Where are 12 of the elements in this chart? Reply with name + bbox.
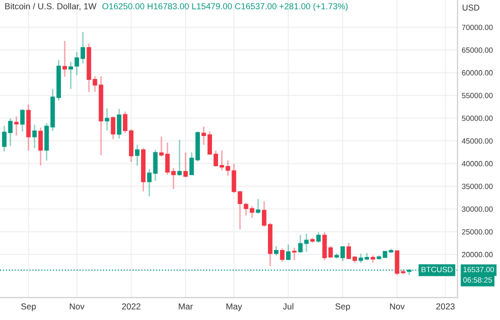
x-tick-label: Sep	[21, 303, 36, 312]
x-tick-label: Mar	[178, 303, 193, 310]
x-tick-label: Nov	[390, 303, 405, 310]
x-tick-label: 2023	[436, 303, 455, 310]
y-axis-title: USD	[462, 4, 480, 11]
x-tick-label: Sep	[335, 303, 350, 312]
chart-subtitle: O16250.00 H16783.00 L15479.00 C16537.00 +281.00 (+1.73%)	[102, 2, 348, 11]
x-tick-label: May	[226, 303, 242, 312]
x-tick-label: 2022	[122, 303, 140, 310]
x-tick-label: Nov	[70, 303, 84, 310]
chart-title: Bitcoin / U.S. Dollar, 1W	[5, 2, 96, 10]
x-tick-label: Jul	[282, 303, 294, 310]
